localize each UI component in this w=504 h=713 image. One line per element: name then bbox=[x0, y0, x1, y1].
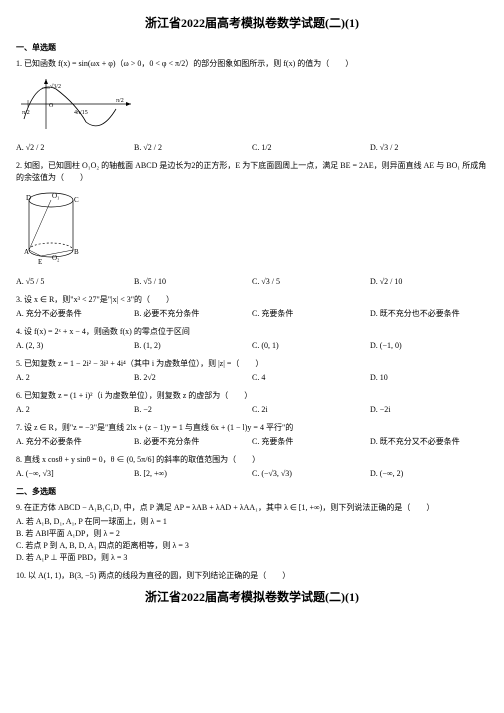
page-title-bottom: 浙江省2022届高考模拟卷数学试题(二)(1) bbox=[16, 588, 488, 606]
page: 浙江省2022届高考模拟卷数学试题(二)(1) 一、单选题 1. 已知函数 f(… bbox=[0, 0, 504, 624]
p5-choice-c: C. 4 bbox=[252, 372, 370, 384]
problem-7: 7. 设 z ∈ R，则"z = −3"是"直线 2lx + (z − 1)y … bbox=[16, 422, 488, 448]
p1-xl: π/2 bbox=[22, 110, 30, 116]
p8-choice-a: A. (−∞, √3] bbox=[16, 468, 134, 480]
svg-text:E: E bbox=[38, 258, 42, 266]
p7-stem: 7. 设 z ∈ R，则"z = −3"是"直线 2lx + (z − 1)y … bbox=[16, 422, 488, 434]
problem-8: 8. 直线 x cosθ + y sinθ = 0，θ ∈ (0, 5π/6] … bbox=[16, 454, 488, 480]
section-single-head: 一、单选题 bbox=[16, 42, 488, 54]
p8-choice-c: C. (−√3, √3) bbox=[252, 468, 370, 480]
p7-choice-c: C. 充要条件 bbox=[252, 436, 370, 448]
p1-choice-a: A. √2 / 2 bbox=[16, 142, 134, 154]
p6-stem: 6. 已知复数 z = (1 + i)²（i 为虚数单位），则复数 z 的虚部为… bbox=[16, 390, 488, 402]
p4-stem: 4. 设 f(x) = 2ˣ + x − 4，则函数 f(x) 的零点位于区间 bbox=[16, 326, 488, 338]
p9-choice-c: C. 若点 P 到 A, B, D, A₁ 四点的距离相等，则 λ = 3 bbox=[16, 540, 488, 552]
p5-stem: 5. 已知复数 z = 1 − 2i² − 3i³ + 4i⁴（其中 i 为虚数… bbox=[16, 358, 488, 370]
cylinder-svg: D O₁ C A E O₂ B bbox=[16, 188, 86, 268]
problem-1: 1. 已知函数 f(x) = sin(ωx + φ)（ω > 0，0 < φ <… bbox=[16, 58, 488, 154]
svg-text:O₁: O₁ bbox=[52, 192, 60, 200]
p4-choice-c: C. (0, 1) bbox=[252, 340, 370, 352]
p4-choice-a: A. (2, 3) bbox=[16, 340, 134, 352]
sine-graph-svg: √3/2 π/2 4π/15 π/2 O bbox=[16, 74, 136, 134]
svg-text:O: O bbox=[49, 103, 54, 109]
p5-choice-d: D. 10 bbox=[370, 372, 488, 384]
p1-choice-d: D. √3 / 2 bbox=[370, 142, 488, 154]
p3-choice-b: B. 必要不充分条件 bbox=[134, 308, 252, 320]
p9-choice-b: B. 若 AB‖平面 A₁DP，则 λ = 2 bbox=[16, 528, 488, 540]
p5-choice-a: A. 2 bbox=[16, 372, 134, 384]
p10-stem: 10. 以 A(1, 1)，B(3, −5) 两点的线段为直径的圆，则下列结论正… bbox=[16, 570, 488, 582]
p3-choice-c: C. 充要条件 bbox=[252, 308, 370, 320]
p5-choices: A. 2 B. 2√2 C. 4 D. 10 bbox=[16, 372, 488, 384]
p2-choice-b: B. √5 / 10 bbox=[134, 276, 252, 288]
svg-text:O₂: O₂ bbox=[52, 254, 60, 262]
p8-stem: 8. 直线 x cosθ + y sinθ = 0，θ ∈ (0, 5π/6] … bbox=[16, 454, 488, 466]
p2-stem: 2. 如图，已知圆柱 O₁O₂ 的轴截面 ABCD 是边长为2的正方形，E 为下… bbox=[16, 160, 488, 184]
section-multi-head: 二、多选题 bbox=[16, 486, 488, 498]
p1-choice-b: B. √2 / 2 bbox=[134, 142, 252, 154]
p7-choice-d: D. 既不充分又不必要条件 bbox=[370, 436, 488, 448]
p4-choices: A. (2, 3) B. (1, 2) C. (0, 1) D. (−1, 0) bbox=[16, 340, 488, 352]
p4-choice-b: B. (1, 2) bbox=[134, 340, 252, 352]
p1-xr: 4π/15 bbox=[74, 110, 88, 116]
p1-choices: A. √2 / 2 B. √2 / 2 C. 1/2 D. √3 / 2 bbox=[16, 142, 488, 154]
svg-text:A: A bbox=[24, 248, 29, 256]
problem-9: 9. 在正方体 ABCD − A₁B₁C₁D₁ 中，点 P 满足 AP = λA… bbox=[16, 502, 488, 564]
p9-choice-d: D. 若 A₁P ⊥ 平面 PBD，则 λ = 3 bbox=[16, 552, 488, 564]
problem-10: 10. 以 A(1, 1)，B(3, −5) 两点的线段为直径的圆，则下列结论正… bbox=[16, 570, 488, 582]
svg-text:D: D bbox=[26, 194, 31, 202]
svg-text:C: C bbox=[74, 196, 79, 204]
p9-choice-a: A. 若 A₁B, D₁, A₁, P 在同一球面上，则 λ = 1 bbox=[16, 516, 488, 528]
p2-choice-c: C. √3 / 5 bbox=[252, 276, 370, 288]
p3-choices: A. 充分不必要条件 B. 必要不充分条件 C. 充要条件 D. 既不充分也不必… bbox=[16, 308, 488, 320]
p8-choice-b: B. [2, +∞) bbox=[134, 468, 252, 480]
problem-5: 5. 已知复数 z = 1 − 2i² − 3i³ + 4i⁴（其中 i 为虚数… bbox=[16, 358, 488, 384]
p2-graph: D O₁ C A E O₂ B bbox=[16, 188, 488, 272]
p1-ylabel: √3/2 bbox=[50, 83, 61, 90]
p7-choice-b: B. 必要不充分条件 bbox=[134, 436, 252, 448]
p2-choices: A. √5 / 5 B. √5 / 10 C. √3 / 5 D. √2 / 1… bbox=[16, 276, 488, 288]
p1-xr2: π/2 bbox=[116, 98, 124, 104]
p6-choice-b: B. −2 bbox=[134, 404, 252, 416]
problem-6: 6. 已知复数 z = (1 + i)²（i 为虚数单位），则复数 z 的虚部为… bbox=[16, 390, 488, 416]
p6-choices: A. 2 B. −2 C. 2i D. −2i bbox=[16, 404, 488, 416]
problem-4: 4. 设 f(x) = 2ˣ + x − 4，则函数 f(x) 的零点位于区间 … bbox=[16, 326, 488, 352]
problem-3: 3. 设 x ∈ R，则"x³ < 27"是"|x| < 3"的（ ） A. 充… bbox=[16, 294, 488, 320]
p7-choice-a: A. 充分不必要条件 bbox=[16, 436, 134, 448]
p4-choice-d: D. (−1, 0) bbox=[370, 340, 488, 352]
p6-choice-a: A. 2 bbox=[16, 404, 134, 416]
p6-choice-c: C. 2i bbox=[252, 404, 370, 416]
p2-choice-d: D. √2 / 10 bbox=[370, 276, 488, 288]
page-title-top: 浙江省2022届高考模拟卷数学试题(二)(1) bbox=[16, 14, 488, 32]
p3-stem: 3. 设 x ∈ R，则"x³ < 27"是"|x| < 3"的（ ） bbox=[16, 294, 488, 306]
p3-choice-a: A. 充分不必要条件 bbox=[16, 308, 134, 320]
p1-graph: √3/2 π/2 4π/15 π/2 O bbox=[16, 74, 488, 138]
problem-2: 2. 如图，已知圆柱 O₁O₂ 的轴截面 ABCD 是边长为2的正方形，E 为下… bbox=[16, 160, 488, 288]
p8-choices: A. (−∞, √3] B. [2, +∞) C. (−√3, √3) D. (… bbox=[16, 468, 488, 480]
p7-choices: A. 充分不必要条件 B. 必要不充分条件 C. 充要条件 D. 既不充分又不必… bbox=[16, 436, 488, 448]
p1-choice-c: C. 1/2 bbox=[252, 142, 370, 154]
p8-choice-d: D. (−∞, 2) bbox=[370, 468, 488, 480]
p5-choice-b: B. 2√2 bbox=[134, 372, 252, 384]
p6-choice-d: D. −2i bbox=[370, 404, 488, 416]
p2-choice-a: A. √5 / 5 bbox=[16, 276, 134, 288]
p3-choice-d: D. 既不充分也不必要条件 bbox=[370, 308, 488, 320]
svg-text:B: B bbox=[74, 248, 79, 256]
p9-stem: 9. 在正方体 ABCD − A₁B₁C₁D₁ 中，点 P 满足 AP = λA… bbox=[16, 502, 488, 514]
p1-stem: 1. 已知函数 f(x) = sin(ωx + φ)（ω > 0，0 < φ <… bbox=[16, 58, 488, 70]
